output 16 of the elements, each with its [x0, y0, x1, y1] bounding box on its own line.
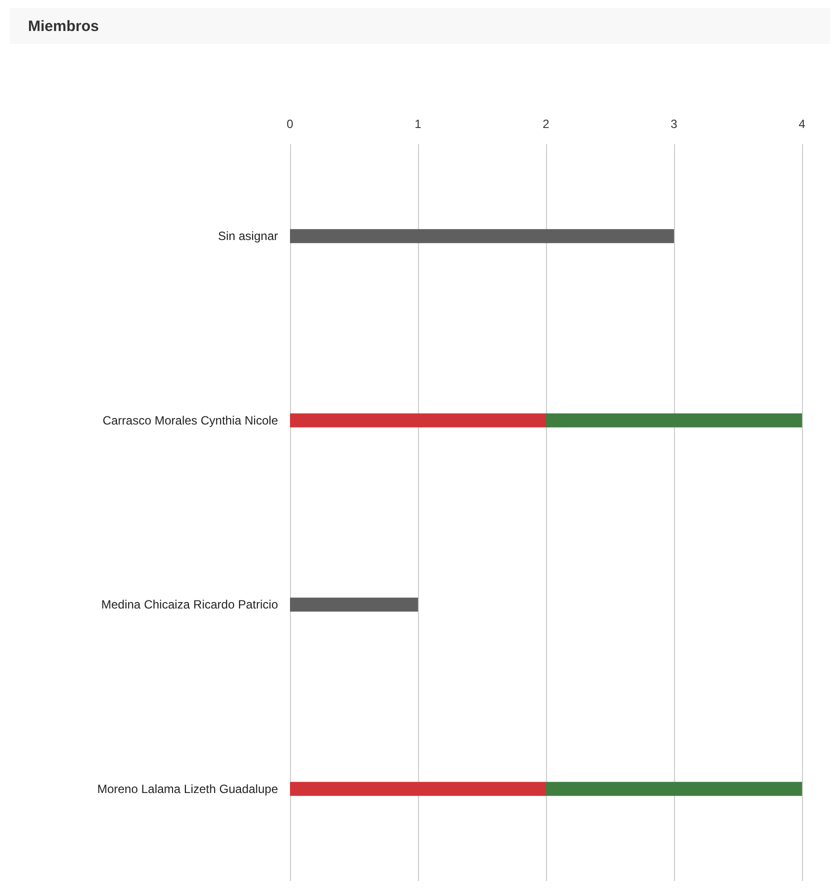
bar: [290, 782, 546, 796]
y-tick-label: Sin asignar: [218, 229, 278, 244]
x-tick-label: 2: [542, 117, 550, 131]
x-tick-label: 4: [798, 117, 806, 131]
bar: [290, 413, 546, 428]
x-tick-label: 1: [414, 117, 422, 131]
x-tick-label: 0: [286, 117, 294, 131]
bar: [290, 229, 674, 244]
y-tick-label: Medina Chicaiza Ricardo Patricio: [101, 598, 278, 612]
text: Miembros: [10, 8, 830, 44]
bar: [546, 782, 802, 796]
x-tick-label: 3: [670, 117, 678, 131]
bar: [546, 413, 802, 428]
bar: [290, 598, 418, 612]
y-tick-label: Moreno Lalama Lizeth Guadalupe: [97, 782, 278, 796]
y-tick-label: Carrasco Morales Cynthia Nicole: [102, 413, 278, 428]
